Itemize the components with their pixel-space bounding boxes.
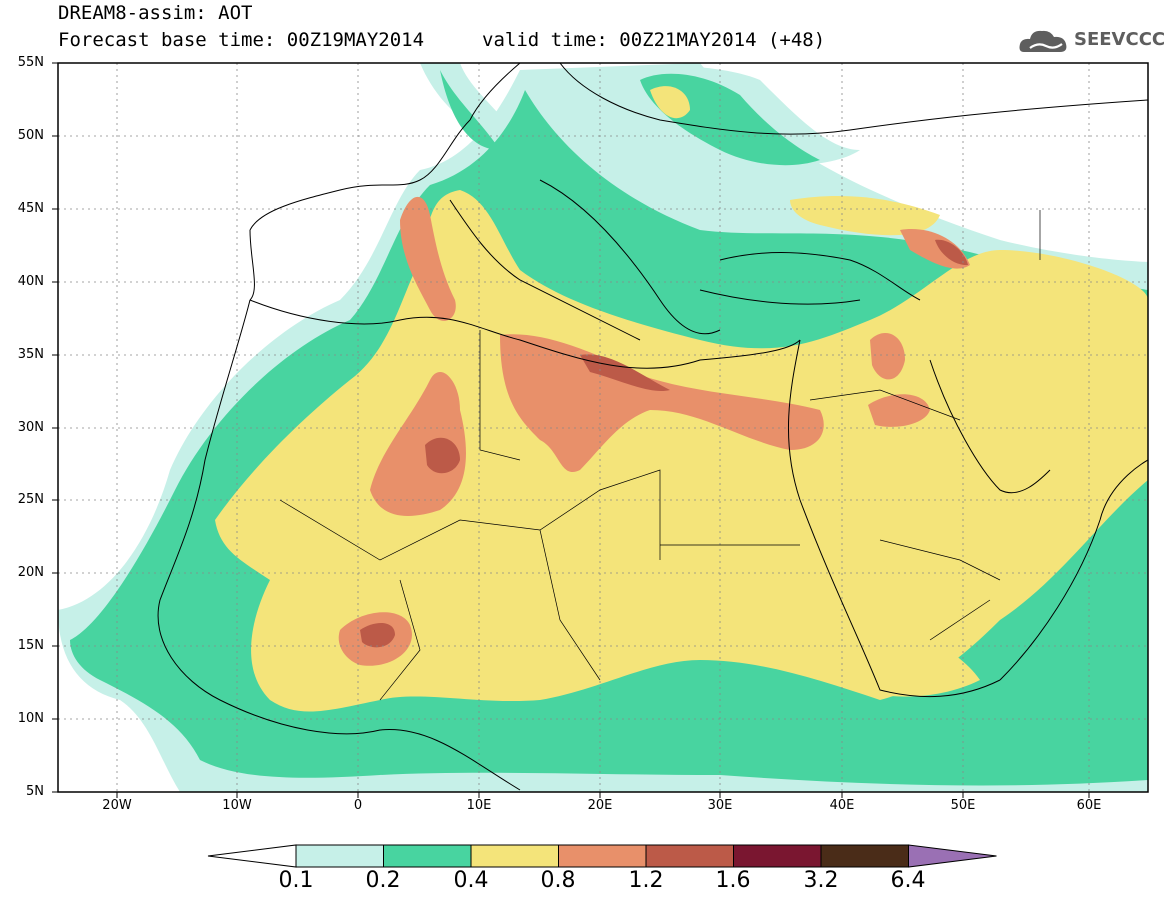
lat-label: 25N <box>17 492 44 507</box>
lat-label: 5N <box>26 784 44 799</box>
aot-band-0.4 <box>215 86 1148 712</box>
colorbar-label: 1.6 <box>715 868 751 893</box>
lon-label: 50E <box>950 798 976 813</box>
lat-label: 35N <box>17 347 44 362</box>
colorbar-label: 1.2 <box>628 868 664 893</box>
lon-label: 40E <box>829 798 855 813</box>
colorbar-label: 6.4 <box>890 868 926 893</box>
colorbar-label: 3.2 <box>803 868 839 893</box>
logo-text: SEEVCCC <box>1074 29 1165 50</box>
lon-label: 10E <box>466 798 492 813</box>
grid-lines <box>58 63 1148 792</box>
lon-label: 30E <box>707 798 733 813</box>
map-title: DREAM8-assim: AOT <box>58 2 253 24</box>
lon-label: 10W <box>222 798 252 813</box>
lat-label: 15N <box>17 638 44 653</box>
colorbar-label: 0.8 <box>540 868 576 893</box>
lon-label: 20E <box>587 798 613 813</box>
lon-label: 60E <box>1076 798 1102 813</box>
lat-label: 30N <box>17 420 44 435</box>
lat-label: 20N <box>17 565 44 580</box>
lat-label: 40N <box>17 274 44 289</box>
lat-label: 45N <box>17 201 44 216</box>
valid-time: valid time: 00Z21MAY2014 (+48) <box>482 29 826 51</box>
colorbar-label: 0.4 <box>453 868 489 893</box>
lon-label: 20W <box>102 798 132 813</box>
lat-label: 10N <box>17 711 44 726</box>
lat-label: 55N <box>17 55 44 70</box>
lat-label: 50N <box>17 128 44 143</box>
colorbar-label: 0.1 <box>278 868 314 893</box>
lon-label: 0 <box>353 798 363 813</box>
country-borders <box>279 210 1041 701</box>
coastlines <box>157 63 1148 791</box>
forecast-base-time: Forecast base time: 00Z19MAY2014 <box>58 29 425 51</box>
axis-ticks <box>52 62 1090 798</box>
colorbar-label: 0.2 <box>365 868 401 893</box>
cloud-logo-icon <box>1019 30 1067 52</box>
